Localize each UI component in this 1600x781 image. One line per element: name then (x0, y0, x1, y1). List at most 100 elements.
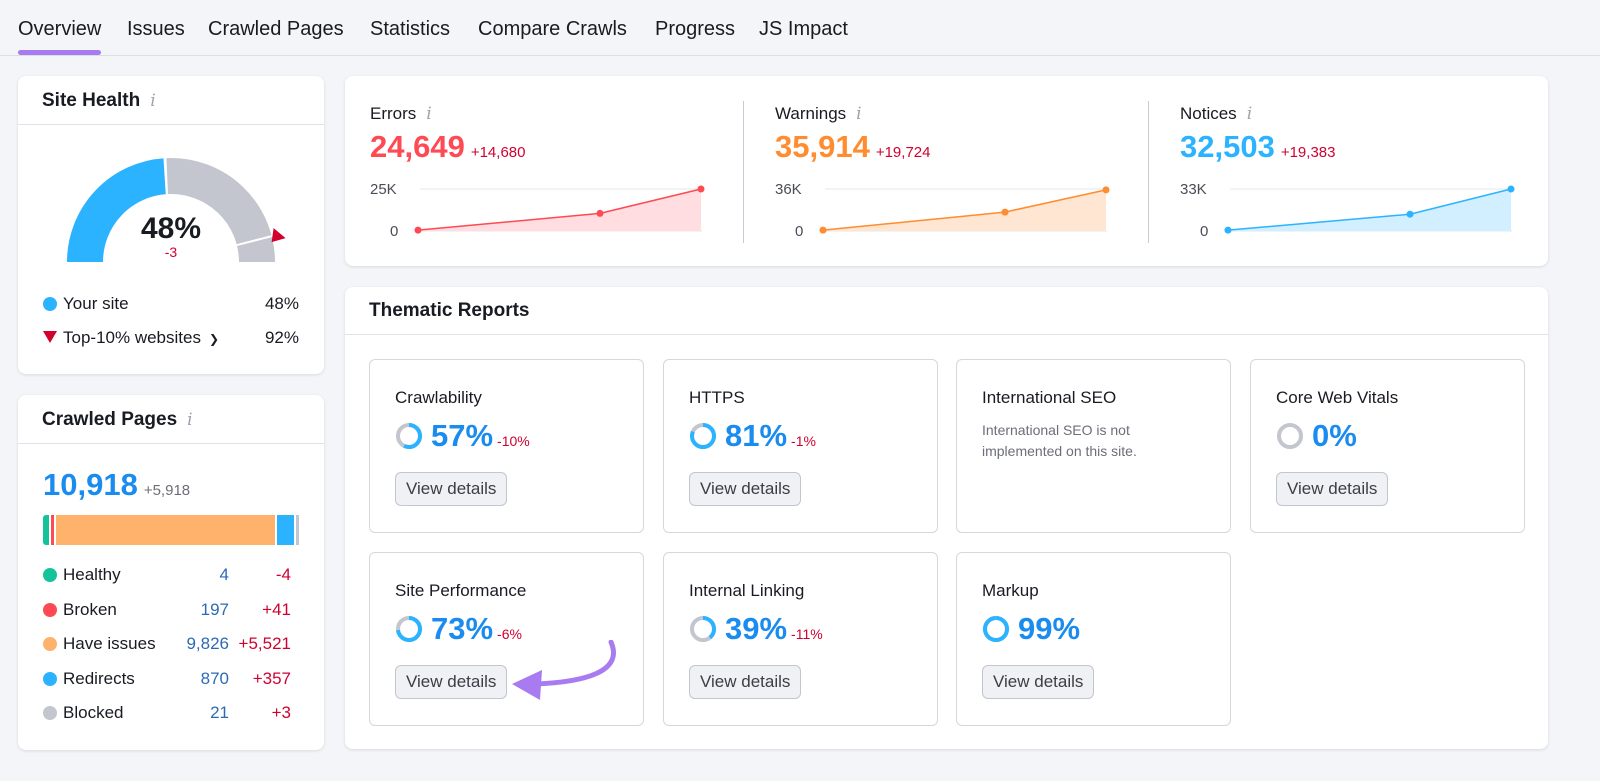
view-details-button[interactable]: View details (1276, 472, 1389, 506)
row-change: +5,521 (238, 634, 291, 653)
legend-dot-icon (43, 706, 57, 720)
report-tile-core-web-vitals: Core Web Vitals 0% View details (1250, 359, 1525, 533)
sparkline-area (418, 189, 701, 231)
y-max-label: 25K (370, 181, 397, 198)
bar-segment-healthy[interactable] (43, 515, 51, 545)
issues-card: Errors i 24,649 +14,680 25K 0 Warnings i 35,914 +… (345, 76, 1548, 266)
sparkline-point[interactable] (414, 226, 422, 234)
report-name: Markup (982, 581, 1039, 600)
stat-label: Warnings i (775, 104, 862, 124)
row-change: -4 (275, 565, 291, 584)
view-details-button[interactable]: View details (689, 665, 802, 699)
sparkline-point[interactable] (1001, 208, 1009, 216)
tab-overview[interactable]: Overview (18, 18, 102, 55)
chevron-down-icon[interactable]: ❯ (208, 332, 220, 346)
row-count[interactable]: 21 (210, 703, 229, 722)
divider (18, 443, 324, 444)
info-icon[interactable]: i (150, 91, 156, 111)
sparkline-point[interactable] (596, 209, 604, 217)
row-label: Have issues (63, 634, 156, 653)
crawled-pages-bar[interactable] (43, 515, 301, 545)
row-count[interactable]: 870 (200, 668, 229, 688)
stat-sparkline: 25K 0 (370, 181, 705, 240)
site-health-card: Site Health i 48% -3 Your site 48% Top-10… (18, 76, 324, 374)
sparkline-point[interactable] (697, 185, 705, 193)
legend-top10[interactable]: Top-10% websites ❯ 92% (43, 328, 299, 348)
score-ring-icon (396, 616, 422, 642)
stat-value[interactable]: 32,503 +19,383 (1180, 129, 1336, 164)
score-ring-icon (396, 423, 422, 449)
tab-compare-crawls[interactable]: Compare Crawls (478, 18, 627, 40)
info-icon[interactable]: i (856, 104, 862, 124)
crawled-pages-card: Crawled Pages i 10,918 +5,918 Healthy 4 -4 Br… (18, 395, 324, 750)
row-count[interactable]: 4 (219, 565, 229, 584)
tab-js-impact[interactable]: JS Impact (759, 18, 848, 40)
crawled-pages-row-broken[interactable]: Broken 197 +41 (43, 600, 291, 620)
report-score[interactable]: 39% -11% (689, 611, 823, 647)
view-details-button[interactable]: View details (395, 665, 508, 699)
score-ring-icon (690, 616, 716, 642)
crawled-pages-total[interactable]: 10,918 +5,918 (43, 467, 191, 502)
y-zero-label: 0 (795, 223, 803, 240)
row-count[interactable]: 197 (200, 599, 229, 619)
crawled-pages-row-healthy[interactable]: Healthy 4 -4 (43, 565, 291, 585)
sparkline-point[interactable] (1224, 226, 1232, 234)
tab-progress[interactable]: Progress (655, 18, 736, 40)
report-score[interactable]: 0% (1276, 418, 1357, 454)
bar-segment-blocked[interactable] (295, 515, 301, 545)
report-score[interactable]: 57% -10% (395, 418, 530, 454)
stat-label: Notices i (1180, 104, 1253, 124)
stat-value[interactable]: 24,649 +14,680 (370, 129, 526, 164)
y-max-label: 36K (775, 181, 802, 198)
gauge-separator (163, 157, 168, 196)
tab-bar: Overview Issues Crawled Pages Statistics… (0, 0, 1600, 56)
crawled-pages-row-redirects[interactable]: Redirects 870 +357 (43, 669, 291, 689)
info-icon[interactable]: i (187, 410, 193, 430)
y-max-label: 33K (1180, 181, 1207, 198)
report-tile-markup: Markup 99% View details (956, 552, 1231, 726)
view-details-button[interactable]: View details (982, 665, 1095, 699)
report-tile-site-performance: Site Performance 73% -6% View details (369, 552, 644, 726)
y-zero-label: 0 (1200, 223, 1208, 240)
score-ring-icon (1277, 423, 1303, 449)
row-label: Redirects (63, 668, 135, 688)
row-label: Healthy (63, 565, 121, 584)
report-name: Internal Linking (689, 581, 805, 600)
sparkline-point[interactable] (1102, 186, 1110, 194)
bar-segment-redirects[interactable] (277, 515, 296, 545)
info-icon[interactable]: i (1246, 104, 1253, 124)
legend-dot-icon (43, 602, 57, 617)
stat-value[interactable]: 35,914 +19,724 (775, 129, 931, 164)
sparkline-point[interactable] (1406, 210, 1414, 218)
sparkline-point[interactable] (1507, 185, 1515, 193)
sparkline-area (823, 189, 1106, 231)
report-tile-https: HTTPS 81% -1% View details (663, 359, 938, 533)
view-details-button[interactable]: View details (395, 472, 508, 506)
gauge-top10-marker-icon (271, 228, 286, 243)
row-label: Broken (63, 599, 117, 619)
crawled-pages-row-blocked[interactable]: Blocked 21 +3 (43, 703, 291, 723)
report-score[interactable]: 81% -1% (689, 418, 816, 454)
view-details-button[interactable]: View details (689, 472, 802, 506)
crawled-pages-row-have-issues[interactable]: Have issues 9,826 +5,521 (43, 634, 291, 654)
report-score[interactable]: 73% -6% (395, 611, 522, 647)
report-tile-internal-linking: Internal Linking 39% -11% View details (663, 552, 938, 726)
info-icon[interactable]: i (426, 104, 432, 124)
row-count[interactable]: 9,826 (186, 634, 229, 653)
report-score[interactable]: 99% (982, 611, 1080, 647)
tab-issues[interactable]: Issues (127, 18, 185, 40)
gauge-remaining-arc (166, 158, 275, 263)
site-health-delta: -3 (164, 244, 178, 260)
bar-segment-broken[interactable] (50, 515, 57, 545)
report-tile-crawlability: Crawlability 57% -10% View details (369, 359, 644, 533)
stat-sparkline: 36K 0 (775, 181, 1110, 240)
your-site-dot-icon (43, 297, 57, 311)
tab-statistics[interactable]: Statistics (370, 18, 451, 40)
tab-crawled-pages[interactable]: Crawled Pages (208, 18, 344, 40)
gauge-top10-marker-line (236, 235, 272, 247)
stat-notices: Notices i 32,503 +19,383 33K 0 (1155, 76, 1555, 266)
row-change: +41 (262, 599, 291, 619)
gauge-your-site-arc (67, 158, 168, 263)
bar-segment-have-issues[interactable] (56, 515, 278, 545)
sparkline-point[interactable] (819, 226, 827, 234)
